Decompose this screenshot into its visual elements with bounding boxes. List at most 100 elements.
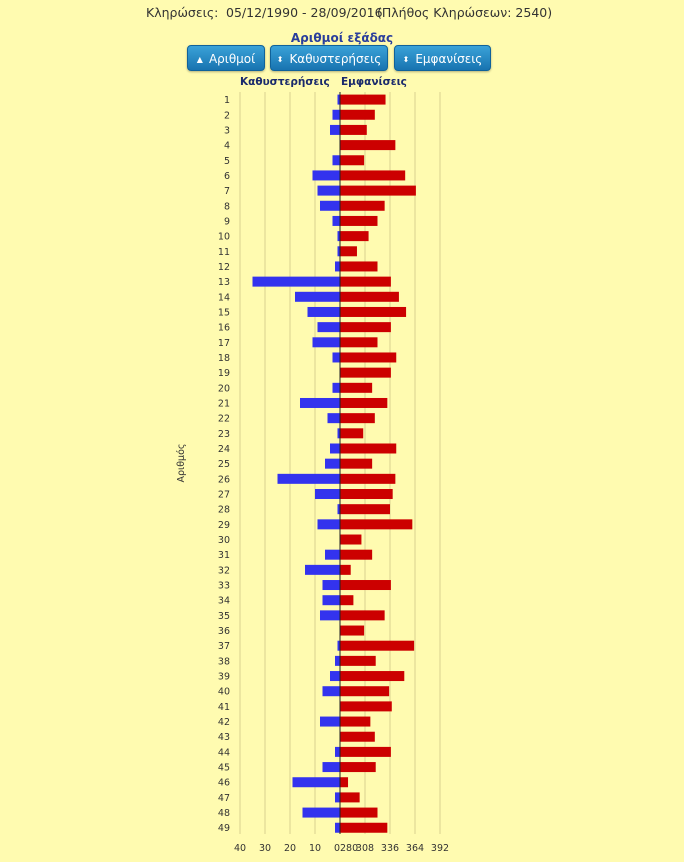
category-tick-label: 34 xyxy=(218,596,230,607)
delay-bar xyxy=(335,655,340,666)
delay-bar xyxy=(312,170,340,181)
category-tick-label: 33 xyxy=(218,581,230,592)
category-tick-label: 41 xyxy=(218,702,230,713)
category-tick-label: 18 xyxy=(218,353,230,364)
category-tick-label: 26 xyxy=(218,474,230,485)
delay-bar xyxy=(320,200,340,211)
category-tick-label: 48 xyxy=(218,808,230,819)
delay-bar xyxy=(322,595,340,606)
category-tick-label: 15 xyxy=(218,307,230,318)
delay-bar xyxy=(302,807,340,818)
appearance-bar xyxy=(340,428,364,439)
sort-by-number-button[interactable]: ▲ Αριθμοί xyxy=(187,45,265,71)
category-tick-label: 2 xyxy=(224,110,230,121)
appearance-bar xyxy=(340,109,375,120)
sort-by-number-label: Αριθμοί xyxy=(208,52,256,66)
delay-bar xyxy=(317,185,340,196)
appearance-bar xyxy=(340,397,388,408)
delay-bar xyxy=(317,519,340,530)
delay-bar xyxy=(277,473,340,484)
category-tick-label: 39 xyxy=(218,672,230,683)
category-tick-label: 14 xyxy=(218,292,230,303)
category-tick-label: 27 xyxy=(218,490,230,501)
x-tick-label: 364 xyxy=(406,843,424,854)
delay-bar xyxy=(337,640,340,651)
delay-bar xyxy=(327,413,340,424)
sort-by-appearances-label: Εμφανίσεις xyxy=(415,52,483,66)
delay-bar xyxy=(295,291,340,302)
delay-bar xyxy=(330,671,340,682)
appearance-bar xyxy=(340,261,378,272)
appearance-bar xyxy=(340,701,392,712)
category-tick-label: 28 xyxy=(218,505,230,516)
category-tick-label: 42 xyxy=(218,717,230,728)
category-tick-label: 8 xyxy=(224,201,230,212)
category-tick-label: 20 xyxy=(218,383,230,394)
sort-icon: ⬍ xyxy=(402,55,410,64)
delay-bar xyxy=(335,261,340,272)
category-tick-label: 32 xyxy=(218,565,230,576)
delay-bar xyxy=(330,124,340,135)
delay-bar xyxy=(320,716,340,727)
delay-bar xyxy=(335,746,340,757)
category-tick-label: 40 xyxy=(218,687,230,698)
appearance-bar xyxy=(340,595,354,606)
delay-bar xyxy=(332,352,340,363)
sort-by-delays-button[interactable]: ⬍ Καθυστερήσεις xyxy=(270,45,388,71)
delay-bar xyxy=(312,337,340,348)
category-tick-label: 10 xyxy=(218,232,230,243)
category-tick-label: 36 xyxy=(218,626,230,637)
appearance-bar xyxy=(340,731,375,742)
category-tick-label: 11 xyxy=(218,247,230,258)
x-tick-label: 308 xyxy=(356,843,374,854)
delay-bar xyxy=(322,686,340,697)
x-tick-label: 392 xyxy=(431,843,449,854)
x-tick-label: 30 xyxy=(259,843,271,854)
appearance-bar xyxy=(340,762,376,773)
appearance-bar xyxy=(340,580,391,591)
category-tick-label: 5 xyxy=(224,156,230,167)
x-tick-label: 40 xyxy=(234,843,246,854)
delay-bar xyxy=(332,382,340,393)
category-tick-label: 1 xyxy=(224,95,230,106)
appearance-bar xyxy=(340,458,373,469)
category-tick-label: 37 xyxy=(218,641,230,652)
category-tick-label: 30 xyxy=(218,535,230,546)
appearance-bar xyxy=(340,792,360,803)
triangle-up-icon: ▲ xyxy=(196,55,203,64)
sort-by-delays-label: Καθυστερήσεις xyxy=(289,52,382,66)
sort-by-appearances-button[interactable]: ⬍ Εμφανίσεις xyxy=(394,45,491,71)
delay-bar xyxy=(337,428,340,439)
delay-bar xyxy=(335,822,340,833)
x-tick-label: 0 xyxy=(334,843,340,854)
delay-bar xyxy=(325,549,340,560)
delay-bar xyxy=(332,155,340,166)
appearance-bar xyxy=(340,322,391,333)
appearance-bar xyxy=(340,215,378,226)
appearance-bar xyxy=(340,94,386,105)
appearance-bar xyxy=(340,640,415,651)
appearance-bar xyxy=(340,155,365,166)
appearance-bar xyxy=(340,185,416,196)
series-label-delays: Καθυστερήσεις xyxy=(240,76,330,88)
appearance-bar xyxy=(340,777,349,788)
appearance-bar xyxy=(340,124,367,135)
appearance-bar xyxy=(340,291,399,302)
x-tick-label: 336 xyxy=(381,843,399,854)
appearance-bar xyxy=(340,367,391,378)
y-axis-label: Αριθμός xyxy=(176,444,187,483)
appearance-bar xyxy=(340,504,390,515)
appearance-bar xyxy=(340,473,396,484)
appearance-bar xyxy=(340,246,357,257)
appearance-bar xyxy=(340,807,378,818)
delay-bar xyxy=(317,322,340,333)
delay-bar xyxy=(332,109,340,120)
appearance-bar xyxy=(340,337,378,348)
category-tick-label: 3 xyxy=(224,125,230,136)
category-tick-label: 17 xyxy=(218,338,230,349)
x-tick-label: 280 xyxy=(340,843,358,854)
appearance-bar xyxy=(340,443,397,454)
delay-bar xyxy=(315,489,340,500)
appearance-bar xyxy=(340,519,413,530)
